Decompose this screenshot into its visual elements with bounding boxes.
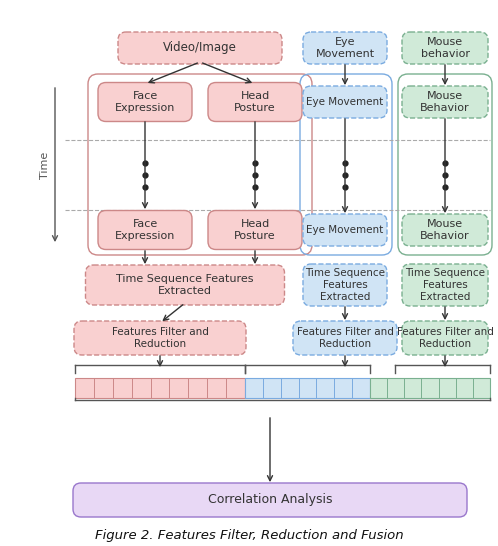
- FancyBboxPatch shape: [86, 265, 284, 305]
- Text: Mouse
behavior: Mouse behavior: [420, 37, 470, 59]
- FancyBboxPatch shape: [303, 86, 387, 118]
- FancyBboxPatch shape: [74, 321, 246, 355]
- Text: Eye
Movement: Eye Movement: [315, 37, 374, 59]
- Text: Features Filter and
Reduction: Features Filter and Reduction: [396, 327, 494, 349]
- FancyBboxPatch shape: [118, 32, 282, 64]
- Text: Head
Posture: Head Posture: [234, 219, 276, 241]
- Text: Face
Expression: Face Expression: [115, 91, 175, 113]
- Text: Head
Posture: Head Posture: [234, 91, 276, 113]
- FancyBboxPatch shape: [208, 211, 302, 250]
- FancyBboxPatch shape: [293, 321, 397, 355]
- Text: Time Sequence Features
Extracted: Time Sequence Features Extracted: [116, 274, 254, 296]
- Text: Video/Image: Video/Image: [163, 41, 237, 55]
- FancyBboxPatch shape: [303, 32, 387, 64]
- FancyBboxPatch shape: [75, 378, 245, 398]
- FancyBboxPatch shape: [98, 211, 192, 250]
- Text: Eye Movement: Eye Movement: [306, 225, 383, 235]
- FancyBboxPatch shape: [73, 483, 467, 517]
- FancyBboxPatch shape: [402, 321, 488, 355]
- Text: Mouse
Behavior: Mouse Behavior: [420, 219, 470, 241]
- FancyBboxPatch shape: [303, 214, 387, 246]
- FancyBboxPatch shape: [98, 82, 192, 122]
- FancyBboxPatch shape: [208, 82, 302, 122]
- FancyBboxPatch shape: [402, 214, 488, 246]
- Text: Features Filter and
Reduction: Features Filter and Reduction: [297, 327, 393, 349]
- Text: Mouse
Behavior: Mouse Behavior: [420, 91, 470, 113]
- Text: Features Filter and
Reduction: Features Filter and Reduction: [112, 327, 209, 349]
- Text: Eye Movement: Eye Movement: [306, 97, 383, 107]
- Text: Time: Time: [40, 151, 50, 179]
- FancyBboxPatch shape: [245, 378, 370, 398]
- FancyBboxPatch shape: [402, 86, 488, 118]
- Text: Correlation Analysis: Correlation Analysis: [208, 494, 332, 507]
- FancyBboxPatch shape: [303, 264, 387, 306]
- Text: Figure 2. Features Filter, Reduction and Fusion: Figure 2. Features Filter, Reduction and…: [95, 529, 403, 542]
- Text: Face
Expression: Face Expression: [115, 219, 175, 241]
- Text: Time Sequence
Features
Extracted: Time Sequence Features Extracted: [305, 268, 385, 302]
- FancyBboxPatch shape: [402, 264, 488, 306]
- Text: Time Sequence
Features
Extracted: Time Sequence Features Extracted: [405, 268, 485, 302]
- FancyBboxPatch shape: [402, 32, 488, 64]
- FancyBboxPatch shape: [370, 378, 490, 398]
